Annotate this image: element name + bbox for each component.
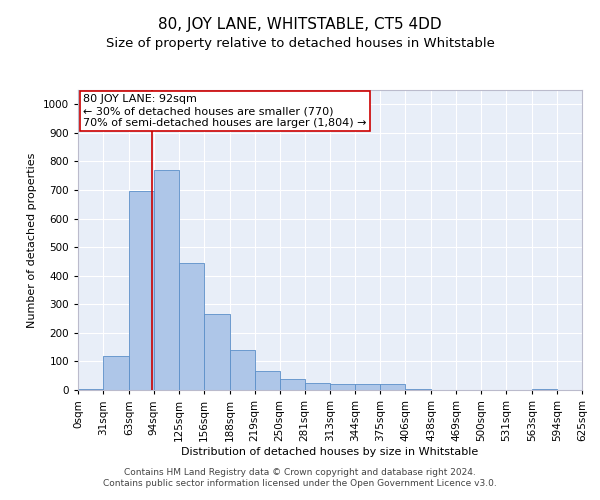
Bar xyxy=(406,388,431,390)
Bar xyxy=(532,388,557,390)
Bar xyxy=(280,378,305,390)
Bar xyxy=(103,356,129,390)
Y-axis label: Number of detached properties: Number of detached properties xyxy=(27,152,37,328)
Bar xyxy=(179,263,204,390)
Bar xyxy=(305,383,331,390)
Text: Size of property relative to detached houses in Whitstable: Size of property relative to detached ho… xyxy=(106,38,494,51)
Text: Contains HM Land Registry data © Crown copyright and database right 2024.
Contai: Contains HM Land Registry data © Crown c… xyxy=(103,468,497,487)
Bar xyxy=(204,314,230,390)
Bar xyxy=(154,170,179,390)
X-axis label: Distribution of detached houses by size in Whitstable: Distribution of detached houses by size … xyxy=(181,446,479,456)
Bar xyxy=(78,388,103,390)
Bar xyxy=(331,384,355,390)
Text: 80, JOY LANE, WHITSTABLE, CT5 4DD: 80, JOY LANE, WHITSTABLE, CT5 4DD xyxy=(158,18,442,32)
Bar xyxy=(129,192,154,390)
Bar xyxy=(380,384,406,390)
Text: 80 JOY LANE: 92sqm
← 30% of detached houses are smaller (770)
70% of semi-detach: 80 JOY LANE: 92sqm ← 30% of detached hou… xyxy=(83,94,367,128)
Bar xyxy=(254,372,280,390)
Bar xyxy=(355,384,380,390)
Bar xyxy=(230,350,254,390)
